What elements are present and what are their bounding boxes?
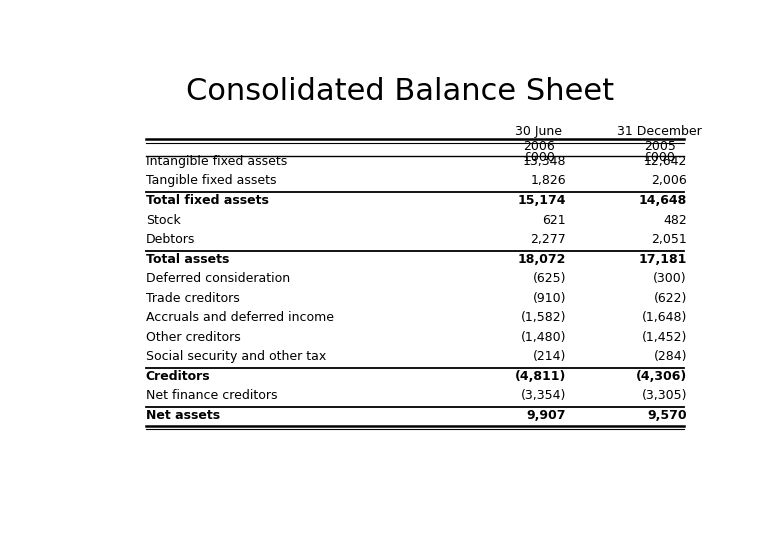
Text: (214): (214) <box>533 350 566 363</box>
Text: (1,452): (1,452) <box>641 331 687 344</box>
Text: Debtors: Debtors <box>146 233 195 246</box>
Text: (1,648): (1,648) <box>641 311 687 324</box>
Text: Tangible fixed assets: Tangible fixed assets <box>146 174 276 187</box>
Text: (3,305): (3,305) <box>641 389 687 402</box>
Text: (284): (284) <box>654 350 687 363</box>
Text: 31 December: 31 December <box>617 125 702 138</box>
Text: 30 June: 30 June <box>516 125 562 138</box>
Text: (1,582): (1,582) <box>520 311 566 324</box>
Text: (300): (300) <box>654 272 687 285</box>
Text: 2,051: 2,051 <box>651 233 687 246</box>
Text: Intangible fixed assets: Intangible fixed assets <box>146 155 287 168</box>
Text: £000: £000 <box>523 151 555 164</box>
Text: Stock: Stock <box>146 213 181 226</box>
Text: 13,348: 13,348 <box>523 155 566 168</box>
Text: 9,907: 9,907 <box>526 409 566 422</box>
Text: Consolidated Balance Sheet: Consolidated Balance Sheet <box>186 77 614 106</box>
Text: Other creditors: Other creditors <box>146 331 240 344</box>
Text: Deferred consideration: Deferred consideration <box>146 272 290 285</box>
Text: Creditors: Creditors <box>146 370 211 383</box>
Text: 2,277: 2,277 <box>530 233 566 246</box>
Text: Total assets: Total assets <box>146 253 229 266</box>
Text: Accruals and deferred income: Accruals and deferred income <box>146 311 334 324</box>
Text: (625): (625) <box>533 272 566 285</box>
Text: 9,570: 9,570 <box>647 409 687 422</box>
Text: 15,174: 15,174 <box>517 194 566 207</box>
Text: 2006: 2006 <box>523 140 555 153</box>
Text: 482: 482 <box>663 213 687 226</box>
Text: 621: 621 <box>542 213 566 226</box>
Text: 18,072: 18,072 <box>518 253 566 266</box>
Text: Social security and other tax: Social security and other tax <box>146 350 326 363</box>
Text: (622): (622) <box>654 292 687 305</box>
Text: £000: £000 <box>644 151 675 164</box>
Text: (910): (910) <box>533 292 566 305</box>
Text: 12,642: 12,642 <box>644 155 687 168</box>
Text: 1,826: 1,826 <box>530 174 566 187</box>
Text: Net assets: Net assets <box>146 409 220 422</box>
Text: 2005: 2005 <box>644 140 675 153</box>
Text: 2,006: 2,006 <box>651 174 687 187</box>
Text: Total fixed assets: Total fixed assets <box>146 194 269 207</box>
Text: 14,648: 14,648 <box>639 194 687 207</box>
Text: Net finance creditors: Net finance creditors <box>146 389 278 402</box>
Text: (1,480): (1,480) <box>520 331 566 344</box>
Text: Trade creditors: Trade creditors <box>146 292 239 305</box>
Text: (4,306): (4,306) <box>636 370 687 383</box>
Text: 17,181: 17,181 <box>639 253 687 266</box>
Text: (3,354): (3,354) <box>520 389 566 402</box>
Text: (4,811): (4,811) <box>515 370 566 383</box>
